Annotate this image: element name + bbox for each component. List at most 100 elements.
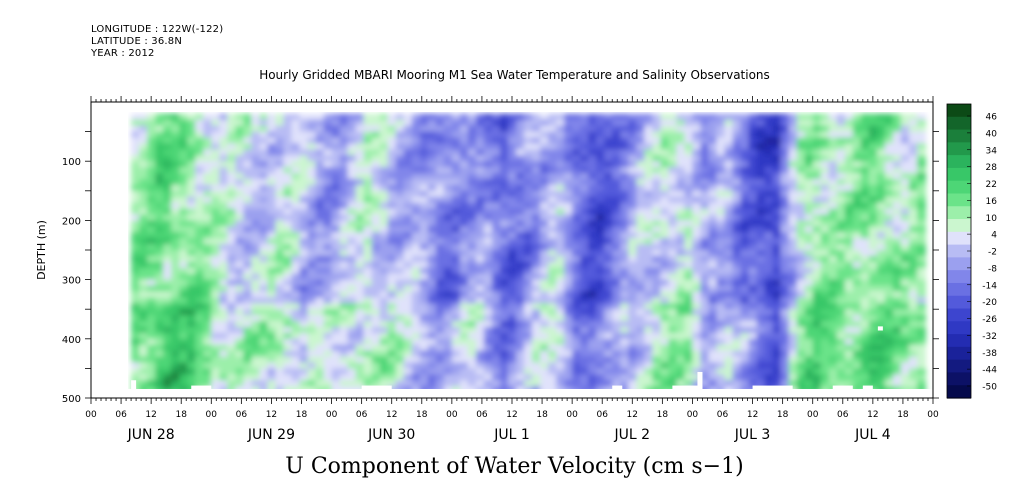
heat-cell [788, 267, 798, 275]
heat-cell [532, 202, 541, 210]
heat-cell [660, 196, 670, 204]
heat-cell [171, 184, 181, 192]
heat-cell [804, 303, 814, 311]
heat-cell [804, 131, 814, 139]
heat-cell [139, 327, 149, 334]
heat-cell [227, 137, 237, 145]
heat-cell [291, 137, 301, 145]
heat-cell [860, 125, 870, 133]
heat-cell [548, 338, 558, 346]
heat-cell [724, 309, 734, 317]
heat-cell [548, 190, 558, 198]
heat-cell [435, 202, 445, 210]
heat-cell [451, 380, 461, 388]
heat-cell [323, 338, 333, 346]
heat-cell [403, 214, 413, 222]
heat-cell [716, 279, 726, 287]
heat-cell [235, 196, 245, 204]
heat-cell [636, 273, 646, 281]
heat-cell [524, 113, 533, 121]
heat-cell [756, 273, 766, 281]
heat-cell [908, 149, 918, 157]
heat-cell [451, 273, 461, 281]
heat-cell [500, 161, 509, 169]
heat-cell [908, 273, 918, 281]
heat-cell [580, 332, 590, 340]
heat-cell [483, 255, 493, 263]
heat-cell [155, 255, 165, 263]
heat-cell [572, 321, 582, 328]
heat-cell [403, 220, 413, 228]
heat-cell [692, 173, 702, 180]
heat-cell [804, 273, 814, 281]
heat-cell [379, 208, 389, 216]
heat-cell [572, 226, 582, 234]
heat-cell [307, 380, 317, 388]
heat-cell [171, 338, 181, 346]
heat-cell [868, 137, 878, 145]
heat-cell [917, 143, 926, 151]
heat-cell [283, 255, 293, 263]
heat-cell [868, 303, 878, 311]
heat-cell [588, 309, 598, 317]
heat-cell [147, 303, 157, 311]
heat-cell [163, 173, 173, 180]
heat-cell [347, 303, 357, 311]
missing-data-patch [832, 385, 853, 390]
heat-cell [708, 321, 718, 328]
heat-cell [620, 238, 630, 246]
heat-cell [700, 131, 710, 139]
heat-cell [483, 374, 493, 382]
heat-cell [203, 338, 213, 346]
heat-cell [780, 232, 790, 240]
heat-cell [844, 344, 854, 352]
heat-cell [684, 303, 694, 311]
heat-cell [259, 255, 269, 263]
heat-cell [917, 125, 926, 133]
heat-cell [788, 220, 798, 228]
heat-cell [139, 285, 149, 293]
heat-cell [211, 202, 221, 210]
heat-cell [235, 202, 245, 210]
heat-cell [259, 149, 269, 157]
heat-cell [251, 327, 261, 334]
heat-cell [331, 184, 341, 192]
heat-cell [884, 362, 894, 370]
heat-cell [628, 214, 638, 222]
heat-cell [219, 131, 229, 139]
heat-cell [876, 386, 886, 389]
heat-cell [435, 380, 445, 388]
heat-cell [211, 173, 221, 180]
heat-cell [211, 149, 221, 157]
heat-cell [716, 143, 726, 151]
heat-cell [492, 208, 501, 216]
heat-cell [628, 338, 638, 346]
heat-cell [820, 315, 830, 322]
heat-cell [331, 232, 341, 240]
heat-cell [772, 255, 782, 263]
heat-cell [371, 315, 381, 322]
heat-cell [395, 267, 405, 275]
heat-cell [684, 267, 694, 275]
heat-cell [195, 143, 205, 151]
heat-cell [636, 350, 646, 358]
heat-cell [692, 161, 702, 169]
heat-cell [908, 196, 918, 204]
heat-cell [275, 374, 285, 382]
heat-cell [131, 273, 141, 281]
heat-cell [892, 167, 902, 174]
heat-cell [299, 208, 309, 216]
heat-cell [692, 125, 702, 133]
heat-cell [419, 214, 429, 222]
heat-cell [740, 321, 750, 328]
heat-cell [884, 327, 894, 334]
heat-cell [251, 179, 261, 186]
heat-cell [748, 238, 758, 246]
heat-cell [732, 202, 742, 210]
heat-cell [387, 386, 397, 389]
heat-cell [820, 368, 830, 376]
heat-cell [139, 202, 149, 210]
heat-cell [147, 113, 157, 121]
heat-cell [467, 344, 477, 352]
heat-cell [636, 368, 646, 376]
